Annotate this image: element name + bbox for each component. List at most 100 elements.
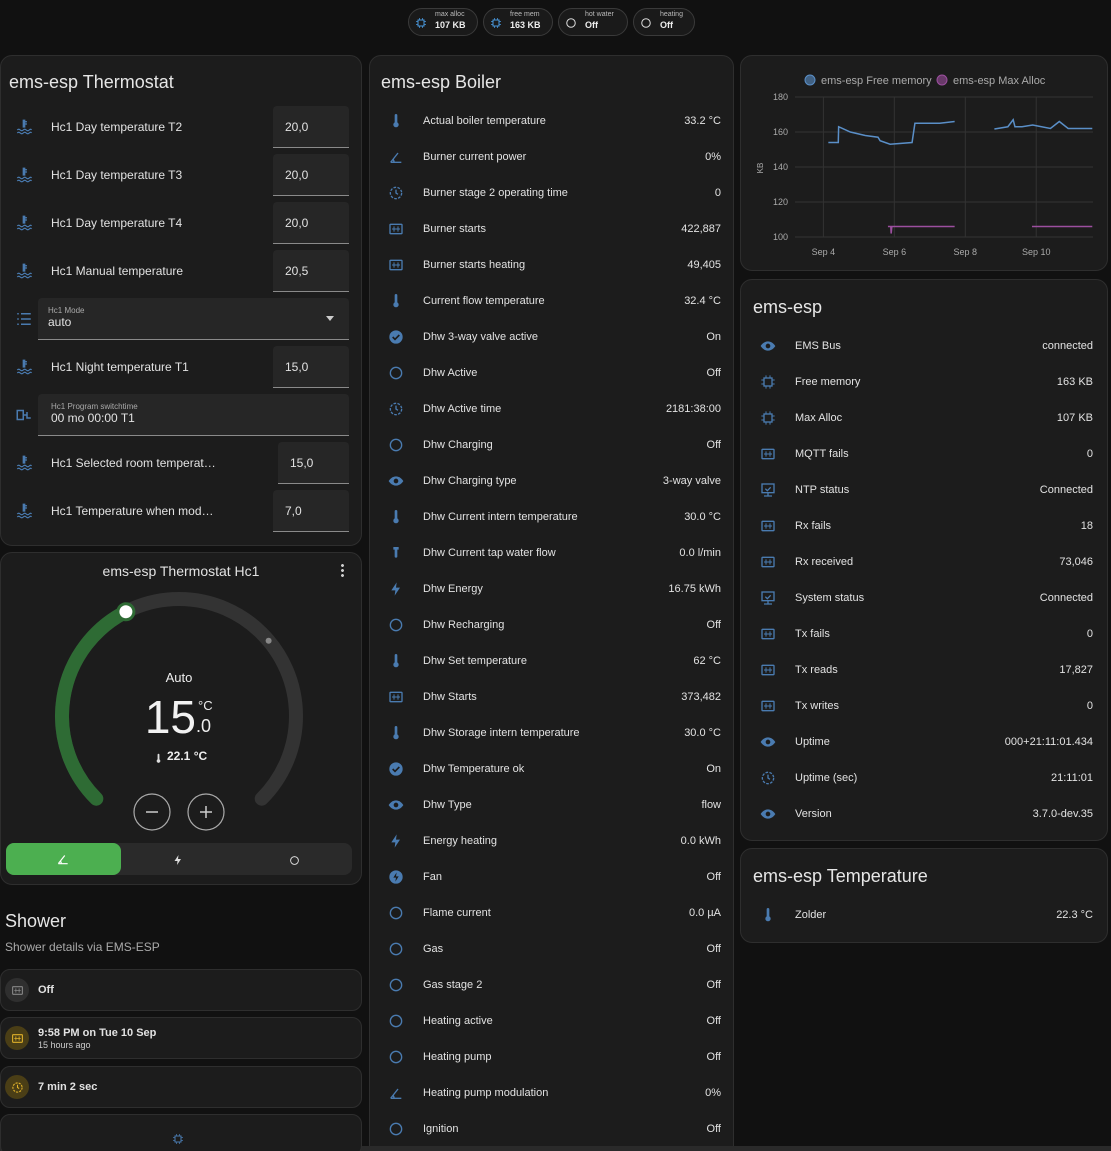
chip[interactable] — [633, 8, 695, 36]
field-label: Hc1 Mode — [48, 306, 85, 315]
chip[interactable] — [483, 8, 553, 36]
number-input[interactable] — [273, 250, 349, 292]
input-value: 15,0 — [285, 360, 309, 374]
row-value: 16.75 kWh — [668, 583, 721, 595]
row-label: Tx fails — [795, 628, 830, 640]
row-value: 32.4 °C — [684, 295, 721, 307]
row-label: Heating pump — [423, 1051, 492, 1063]
icon — [760, 446, 776, 462]
tile-secondary: 15 hours ago — [38, 1040, 91, 1050]
icon — [388, 869, 404, 885]
card-title: ems-esp Thermostat — [9, 72, 174, 92]
icon — [760, 907, 776, 923]
chip-label: heating — [660, 11, 683, 18]
number-input[interactable] — [273, 106, 349, 148]
row-value: 0.0 l/min — [679, 547, 721, 559]
row-label: Hc1 Manual temperature — [51, 264, 184, 278]
icon — [56, 852, 70, 866]
row-label: Tx writes — [795, 700, 839, 712]
row-label: Dhw Current tap water flow — [423, 547, 556, 559]
row-value: Off — [706, 619, 721, 631]
chart-card — [740, 55, 1108, 271]
scrollbar — [0, 1146, 1111, 1151]
dropdown-arrow — [326, 316, 334, 321]
row-label: Dhw Temperature ok — [423, 763, 525, 775]
chip-value: Off — [585, 20, 598, 30]
chip-label: hot water — [585, 11, 614, 18]
icon — [15, 502, 33, 520]
icon — [388, 1049, 404, 1065]
icon — [415, 16, 427, 28]
icon — [760, 482, 776, 498]
row-value: flow — [701, 799, 721, 811]
row-label: Hc1 Temperature when mod… — [51, 504, 214, 518]
row-label: Dhw Recharging — [423, 619, 505, 631]
chip[interactable] — [408, 8, 478, 36]
icon — [760, 590, 776, 606]
icon — [388, 257, 404, 273]
icon — [760, 374, 776, 390]
row-label: Dhw Starts — [423, 691, 477, 703]
icon — [388, 689, 404, 705]
section-title: Shower — [5, 911, 67, 931]
icon — [388, 329, 404, 345]
icon — [388, 149, 404, 165]
row-label: Hc1 Selected room temperat… — [51, 456, 216, 470]
icon — [388, 653, 404, 669]
icon — [388, 473, 404, 489]
row-label: Max Alloc — [795, 412, 843, 424]
row-value: 73,046 — [1059, 556, 1093, 568]
tile-primary: Off — [38, 984, 54, 996]
number-input[interactable] — [273, 202, 349, 244]
row-label: NTP status — [795, 484, 850, 496]
row-label: MQTT fails — [795, 448, 849, 460]
shower-tile[interactable] — [0, 969, 362, 1011]
mode-auto[interactable] — [6, 843, 121, 875]
row-label: Tx reads — [795, 664, 838, 676]
row-value: Off — [706, 1123, 721, 1135]
row-value: 0% — [705, 151, 721, 163]
card-title: ems-esp — [753, 297, 823, 317]
row-value: 0 — [1086, 700, 1093, 712]
shower-tile[interactable] — [0, 1017, 362, 1059]
icon — [760, 806, 776, 822]
row-value: 18 — [1080, 520, 1093, 532]
chip[interactable] — [558, 8, 628, 36]
icon — [388, 797, 404, 813]
icon — [760, 554, 776, 570]
icon — [15, 214, 33, 232]
row-value: Off — [706, 1015, 721, 1027]
row-label: Uptime — [795, 736, 830, 748]
row-label: Burner starts — [423, 223, 486, 235]
row-value: Off — [706, 943, 721, 955]
number-input[interactable] — [273, 490, 349, 532]
row-value: 33.2 °C — [684, 115, 721, 127]
menu-dots[interactable] — [341, 563, 344, 577]
icon — [153, 751, 164, 763]
select-box[interactable] — [38, 394, 349, 436]
row-value: 3.7.0-dev.35 — [1032, 808, 1093, 820]
shower-tile[interactable] — [0, 1066, 362, 1108]
number-input[interactable] — [273, 154, 349, 196]
row-value: 0% — [705, 1087, 721, 1099]
select-box[interactable] — [38, 298, 349, 340]
shower-tile[interactable] — [0, 1114, 362, 1151]
row-value: Connected — [1039, 484, 1093, 496]
icon — [760, 734, 776, 750]
icon — [565, 16, 577, 28]
icon — [388, 437, 404, 453]
row-label: Zolder — [795, 909, 827, 921]
icon — [388, 833, 404, 849]
icon — [388, 725, 404, 741]
chip-label: max alloc — [435, 11, 465, 18]
boiler-card — [369, 55, 734, 1151]
row-label: Uptime (sec) — [795, 772, 858, 784]
number-input[interactable] — [278, 442, 349, 484]
row-label: Hc1 Day temperature T3 — [51, 168, 183, 182]
card-title: ems-esp Boiler — [381, 72, 502, 92]
row-value: 422,887 — [681, 223, 721, 235]
icon — [760, 410, 776, 426]
row-label: Free memory — [795, 376, 861, 388]
row-label: Gas stage 2 — [423, 979, 483, 991]
number-input[interactable] — [273, 346, 349, 388]
